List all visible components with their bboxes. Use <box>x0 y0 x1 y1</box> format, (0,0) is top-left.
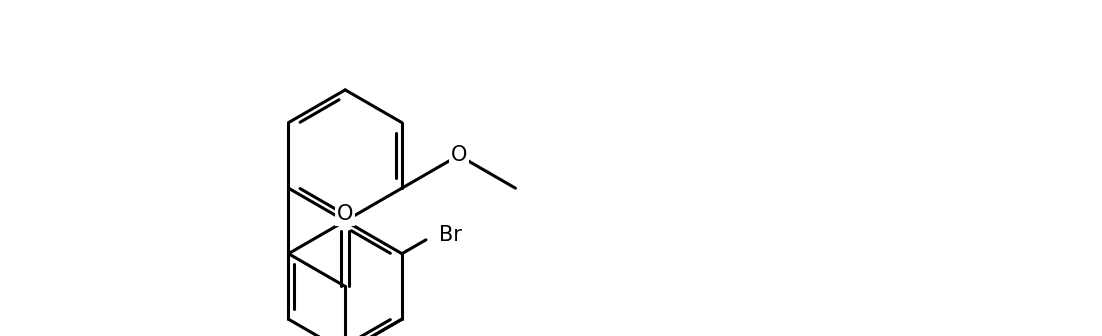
Text: O: O <box>337 204 354 224</box>
Text: O: O <box>451 145 467 165</box>
Text: Br: Br <box>439 225 462 245</box>
